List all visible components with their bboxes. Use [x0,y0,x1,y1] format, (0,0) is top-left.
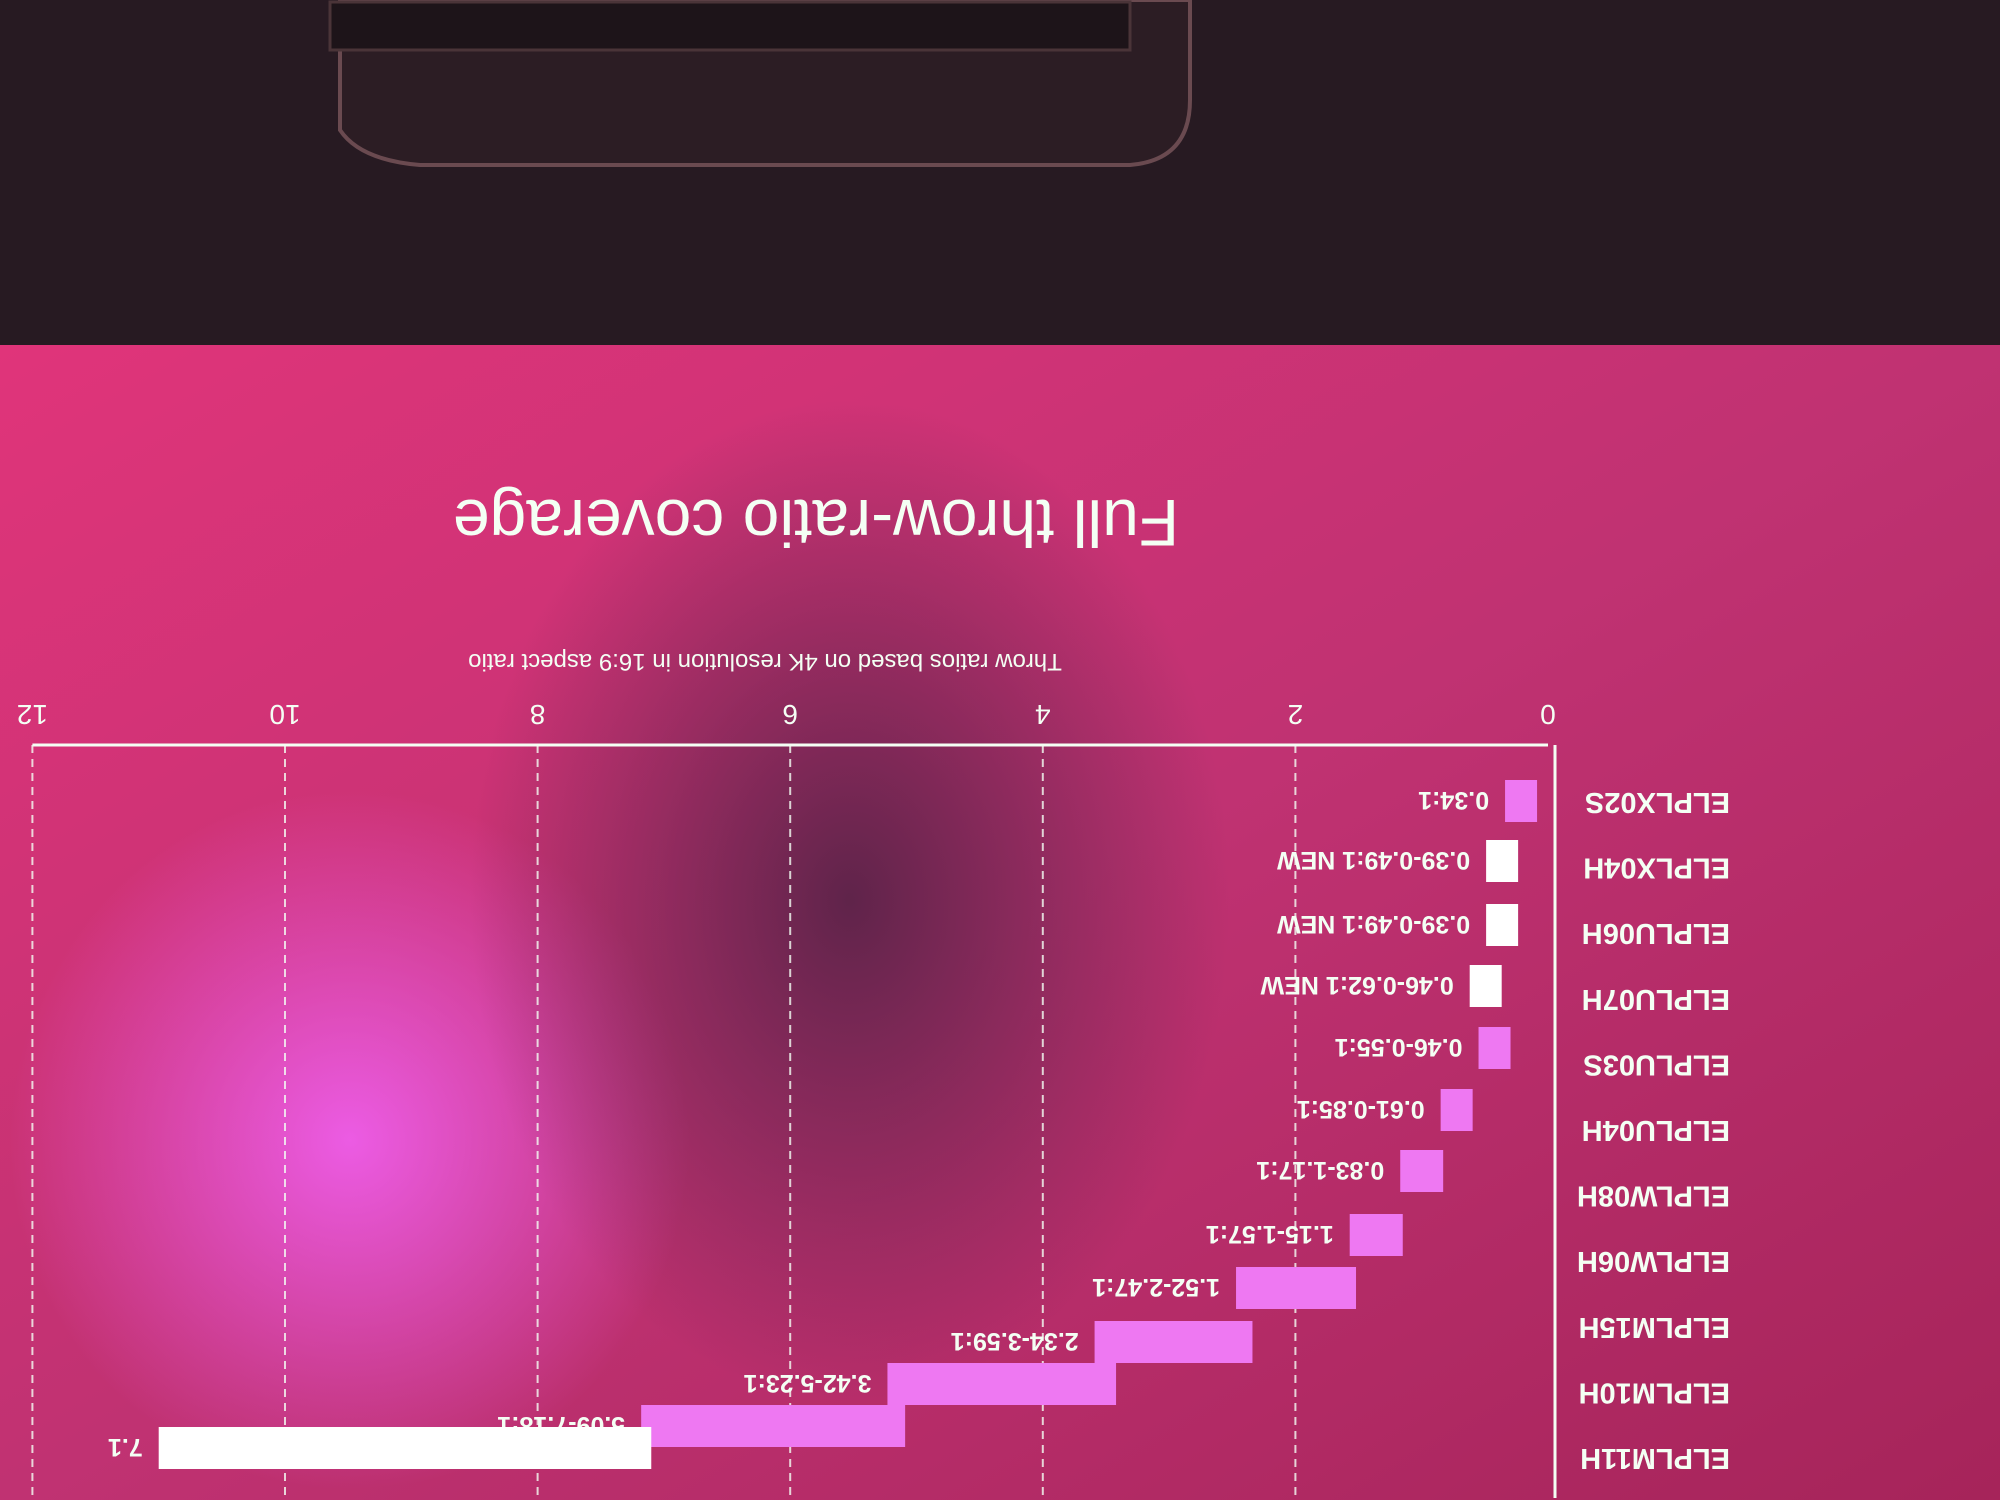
bar [641,1405,906,1447]
category-label: ELPLX04H [1583,852,1730,884]
chart-subtitle: Throw ratios based on 4K resolution in 1… [468,648,1062,675]
bar [1469,965,1502,1007]
category-label: ELPLW06H [1577,1245,1730,1277]
bar [1486,904,1519,946]
bar-value-label: 0.83-1.17:1 [1256,1156,1384,1184]
bar [1094,1321,1253,1363]
category-label: ELPLW08H [1577,1180,1730,1212]
x-tick-label: 8 [530,699,546,730]
bar [1349,1214,1403,1256]
category-label: ELPLU03S [1583,1048,1730,1080]
x-tick-label: 12 [17,699,48,730]
x-tick-label: 4 [1035,699,1051,730]
x-tick-label: 0 [1540,699,1556,730]
bar [887,1363,1117,1405]
bar-value-label: 7.1 [108,1433,143,1461]
category-label: ELPLM15H [1579,1311,1730,1343]
bar-value-label: 0.46-0.55:1 [1335,1033,1463,1061]
bar [1486,840,1519,882]
category-label: ELPLU06H [1582,917,1730,949]
bar [1505,780,1538,822]
bar [1236,1267,1357,1309]
bar-value-label: 0.34:1 [1418,786,1489,814]
x-tick-label: 10 [269,699,300,730]
bar-value-label: 0.46-0.62:1 NEW [1260,971,1454,999]
category-label: ELPLU04H [1582,1114,1730,1146]
bar-value-label: 2.34-3.59:1 [951,1327,1079,1355]
category-label: ELPLU07H [1582,983,1730,1015]
bar-value-label: 1.15-1.57:1 [1206,1220,1334,1248]
bar-value-label: 3.42-5.23:1 [743,1369,871,1397]
category-label: ELPLM11H [1580,1442,1730,1474]
bar [158,1427,652,1469]
x-tick-label: 6 [782,699,798,730]
category-label: ELPLM10H [1579,1376,1730,1408]
bar-value-label: 0.61-0.85:1 [1297,1095,1425,1123]
projector-body [328,0,1132,52]
bar-value-label: 0.39-0.49:1 NEW [1277,910,1471,938]
category-label: ELPLX02S [1585,786,1730,818]
chart-title: Full throw-ratio coverage [453,486,1179,560]
x-tick-label: 2 [1288,699,1304,730]
bar [1478,1027,1511,1069]
bar [1400,1150,1444,1192]
shadow-area [470,400,1230,1400]
bar-value-label: 1.52-2.47:1 [1092,1273,1220,1301]
bar [1440,1089,1473,1131]
bar-value-label: 0.39-0.49:1 NEW [1277,846,1471,874]
